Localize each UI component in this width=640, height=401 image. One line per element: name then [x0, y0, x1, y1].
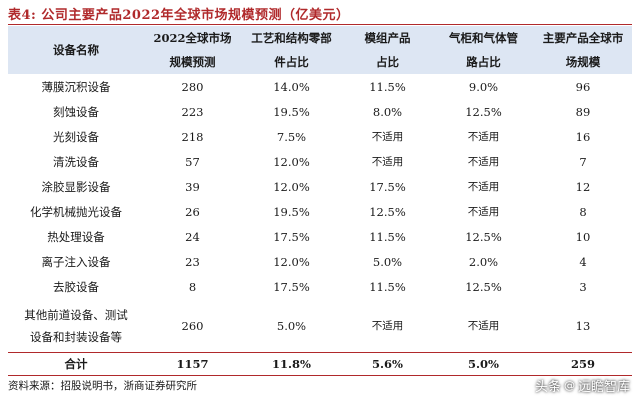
cell-product-market: 10: [575, 229, 591, 244]
cell-gas-share: 不适用: [467, 206, 500, 218]
cell-parts-share: 19.5%: [273, 204, 310, 219]
cell-market-size: 8: [188, 279, 197, 294]
cell-market-size: 24: [185, 229, 200, 244]
cell-market-size: 23: [185, 254, 200, 269]
cell-equipment-name: 化学机械抛光设备: [30, 204, 122, 219]
cell-parts-share: 12.0%: [273, 179, 310, 194]
cell-parts-share: 12.0%: [273, 154, 310, 169]
table-row: 刻蚀设备 223 19.5% 8.0% 12.5% 89: [8, 99, 632, 124]
header-gas-share: 气柜和气体管 路占比: [433, 26, 534, 74]
table-row: 离子注入设备 23 12.0% 5.0% 2.0% 4: [8, 249, 632, 274]
source-note: 资料来源：招股说明书，浙商证券研究所: [8, 380, 197, 392]
cell-equipment-name: 离子注入设备: [41, 254, 111, 269]
cell-module-share: 不适用: [371, 319, 404, 332]
cell-gas-share: 2.0%: [468, 254, 499, 269]
table-row-other: 其他前道设备、测试 设备和封装设备等 260 5.0% 不适用 不适用 13: [8, 299, 632, 353]
cell-module-share: 5.0%: [372, 254, 403, 269]
cell-product-market: 12: [575, 179, 591, 194]
table-row: 清洗设备 57 12.0% 不适用 不适用 7: [8, 149, 632, 174]
cell-module-share: 11.5%: [369, 229, 406, 244]
cell-product-market: 8: [579, 204, 587, 219]
cell-parts-share: 14.0%: [273, 79, 310, 94]
cell-equipment-name: 刻蚀设备: [53, 104, 99, 119]
cell-gas-share: 12.5%: [465, 104, 502, 119]
header-market-size: 2022全球市场 规模预测: [144, 26, 241, 74]
cell-parts-share: 12.0%: [273, 254, 310, 269]
cell-equipment-name: 光刻设备: [53, 129, 99, 144]
cell-market-size: 39: [185, 179, 200, 194]
title-rule: [8, 24, 632, 25]
cell-market-size: 26: [185, 204, 200, 219]
cell-parts-share: 17.5%: [273, 229, 310, 244]
cell-total-product-market: 259: [534, 352, 632, 376]
cell-parts-share: 7.5%: [276, 129, 307, 144]
table-row: 光刻设备 218 7.5% 不适用 不适用 16: [8, 124, 632, 149]
watermark: 头条 @ 远瞻智库: [535, 376, 630, 395]
watermark-at: @: [563, 379, 575, 392]
cell-equipment-name: 清洗设备: [53, 154, 99, 169]
cell-gas-share: 不适用: [467, 181, 500, 193]
cell-product-market: 89: [575, 104, 591, 119]
cell-equipment-name: 涂胶显影设备: [41, 179, 111, 194]
cell-market-size: 57: [185, 154, 200, 169]
cell-gas-share: 9.0%: [468, 79, 499, 94]
table-row-total: 合计 1157 11.8% 5.6% 5.0% 259: [8, 352, 632, 376]
table-row: 涂胶显影设备 39 12.0% 17.5% 不适用 12: [8, 174, 632, 199]
cell-gas-share: 12.5%: [465, 279, 502, 294]
cell-module-share: 8.0%: [372, 104, 403, 119]
cell-product-market: 4: [579, 254, 587, 269]
table-row: 化学机械抛光设备 26 19.5% 12.5% 不适用 8: [8, 199, 632, 224]
market-size-table: 设备名称 2022全球市场 规模预测 工艺和结构零部 件占比 模组产品 占比 气柜和气…: [8, 26, 632, 376]
cell-market-size: 280: [181, 79, 204, 94]
cell-product-market: 13: [575, 318, 591, 333]
cell-module-share: 12.5%: [369, 204, 406, 219]
cell-equipment-name: 薄膜沉积设备: [41, 79, 111, 94]
cell-module-share: 11.5%: [369, 279, 406, 294]
cell-market-size: 260: [181, 318, 204, 333]
table-title: 表4: 公司主要产品2022年全球市场规模预测（亿美元）: [8, 8, 350, 23]
cell-equipment-name: 其他前道设备、测试 设备和封装设备等: [24, 307, 128, 344]
cell-total-parts-share: 11.8%: [241, 352, 342, 376]
watermark-account: 远瞻智库: [577, 380, 630, 395]
table-row: 热处理设备 24 17.5% 11.5% 12.5% 10: [8, 224, 632, 249]
cell-market-size: 218: [181, 129, 204, 144]
cell-total-gas-share: 5.0%: [433, 352, 534, 376]
cell-module-share: 11.5%: [369, 79, 406, 94]
cell-market-size: 223: [181, 104, 204, 119]
cell-equipment-name: 热处理设备: [47, 229, 105, 244]
cell-product-market: 16: [575, 129, 591, 144]
cell-gas-share: 不适用: [467, 319, 500, 332]
cell-gas-share: 12.5%: [465, 229, 502, 244]
cell-product-market: 7: [579, 154, 587, 169]
cell-product-market: 3: [579, 279, 587, 294]
cell-module-share: 不适用: [371, 156, 404, 168]
cell-gas-share: 不适用: [467, 156, 500, 168]
header-parts-share: 工艺和结构零部 件占比: [241, 26, 342, 74]
cell-total-label: 合计: [8, 352, 144, 376]
cell-equipment-name: 去胶设备: [53, 279, 99, 294]
cell-module-share: 17.5%: [369, 179, 406, 194]
watermark-platform: 头条: [534, 380, 561, 395]
cell-parts-share: 19.5%: [273, 104, 310, 119]
cell-gas-share: 不适用: [467, 131, 500, 143]
table-row: 去胶设备 8 17.5% 11.5% 12.5% 3: [8, 274, 632, 299]
header-product-market: 主要产品全球市 场规模: [534, 26, 632, 74]
cell-parts-share: 5.0%: [276, 318, 307, 333]
header-row: 设备名称 2022全球市场 规模预测 工艺和结构零部 件占比 模组产品 占比 气柜和气…: [8, 26, 632, 74]
cell-total-module-share: 5.6%: [342, 352, 433, 376]
header-equipment-name: 设备名称: [8, 26, 144, 74]
header-module-share: 模组产品 占比: [342, 26, 433, 74]
table-row: 薄膜沉积设备 280 14.0% 11.5% 9.0% 96: [8, 74, 632, 99]
cell-total-market-size: 1157: [144, 352, 241, 376]
cell-module-share: 不适用: [371, 131, 404, 143]
cell-product-market: 96: [575, 79, 591, 94]
cell-parts-share: 17.5%: [273, 279, 310, 294]
